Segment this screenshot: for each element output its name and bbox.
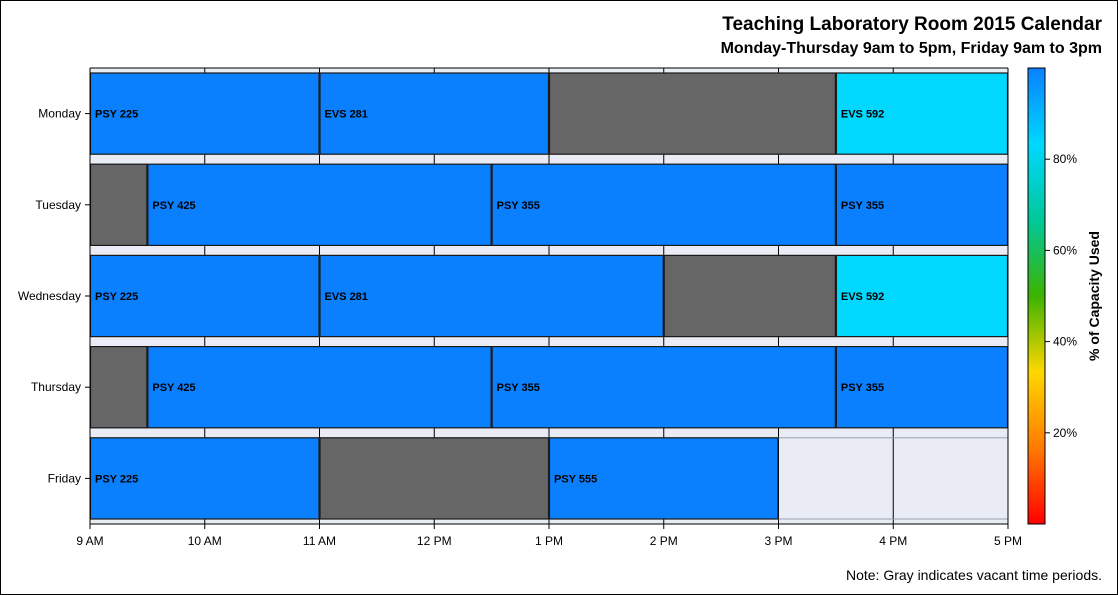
x-tick-label: 1 PM: [535, 534, 563, 548]
colorbar-tick-label: 80%: [1053, 152, 1077, 166]
booking-bar: [319, 254, 664, 338]
booking-bar: [319, 437, 550, 520]
colorbar-tick-label: 60%: [1053, 243, 1077, 257]
colorbar-tick-label: 40%: [1053, 335, 1077, 349]
booking-bar: [835, 254, 1009, 338]
booking-label: PSY 225: [95, 109, 138, 121]
booking-bar: [89, 163, 148, 246]
booking-label: EVS 592: [841, 109, 884, 121]
y-tick-label: Wednesday: [18, 289, 81, 303]
booking-bar: [491, 346, 836, 429]
chart-note: Note: Gray indicates vacant time periods…: [845, 567, 1102, 583]
booking-label: EVS 281: [325, 109, 368, 121]
x-tick-label: 12 PM: [417, 534, 452, 548]
chart-title: Teaching Laboratory Room 2015 Calendar: [722, 14, 1102, 35]
booking-bar: [548, 437, 779, 520]
y-tick-label: Monday: [38, 107, 81, 121]
booking-bar: [89, 72, 320, 155]
booking-label: PSY 555: [554, 473, 597, 485]
booking-label: PSY 225: [95, 291, 138, 303]
colorbar-tick-label: 20%: [1053, 426, 1077, 440]
colorbar: [1027, 67, 1046, 525]
y-tick-label: Friday: [48, 471, 81, 485]
booking-bar: [147, 163, 492, 246]
x-tick-label: 4 PM: [879, 534, 907, 548]
x-tick-label: 5 PM: [994, 534, 1022, 548]
booking-label: PSY 425: [152, 382, 195, 394]
colorbar-title: % of Capacity Used: [1086, 231, 1102, 361]
x-tick-label: 10 AM: [188, 534, 222, 548]
booking-label: EVS 281: [325, 291, 368, 303]
booking-bar: [491, 163, 836, 246]
booking-bar: [548, 72, 836, 155]
x-tick-label: 11 AM: [303, 534, 336, 548]
booking-bar: [663, 254, 836, 338]
chart-subtitle: Monday-Thursday 9am to 5pm, Friday 9am t…: [720, 40, 1102, 57]
x-tick-label: 2 PM: [650, 534, 678, 548]
booking-label: PSY 355: [841, 382, 884, 394]
booking-bar: [89, 346, 148, 429]
booking-label: PSY 355: [841, 200, 884, 212]
booking-bar: [89, 437, 320, 520]
booking-bar: [835, 72, 1009, 155]
x-tick-label: 3 PM: [764, 534, 792, 548]
booking-label: PSY 355: [497, 200, 540, 212]
x-tick-label: 9 AM: [76, 534, 103, 548]
booking-bar: [147, 346, 492, 429]
booking-bar: [319, 72, 550, 155]
booking-bar: [835, 163, 1009, 246]
booking-bar: [835, 346, 1009, 429]
booking-label: EVS 592: [841, 291, 884, 303]
y-tick-label: Tuesday: [35, 198, 81, 212]
y-tick-label: Thursday: [31, 380, 81, 394]
booking-bar: [89, 254, 320, 338]
booking-label: PSY 425: [152, 200, 195, 212]
booking-label: PSY 355: [497, 382, 540, 394]
booking-label: PSY 225: [95, 473, 138, 485]
